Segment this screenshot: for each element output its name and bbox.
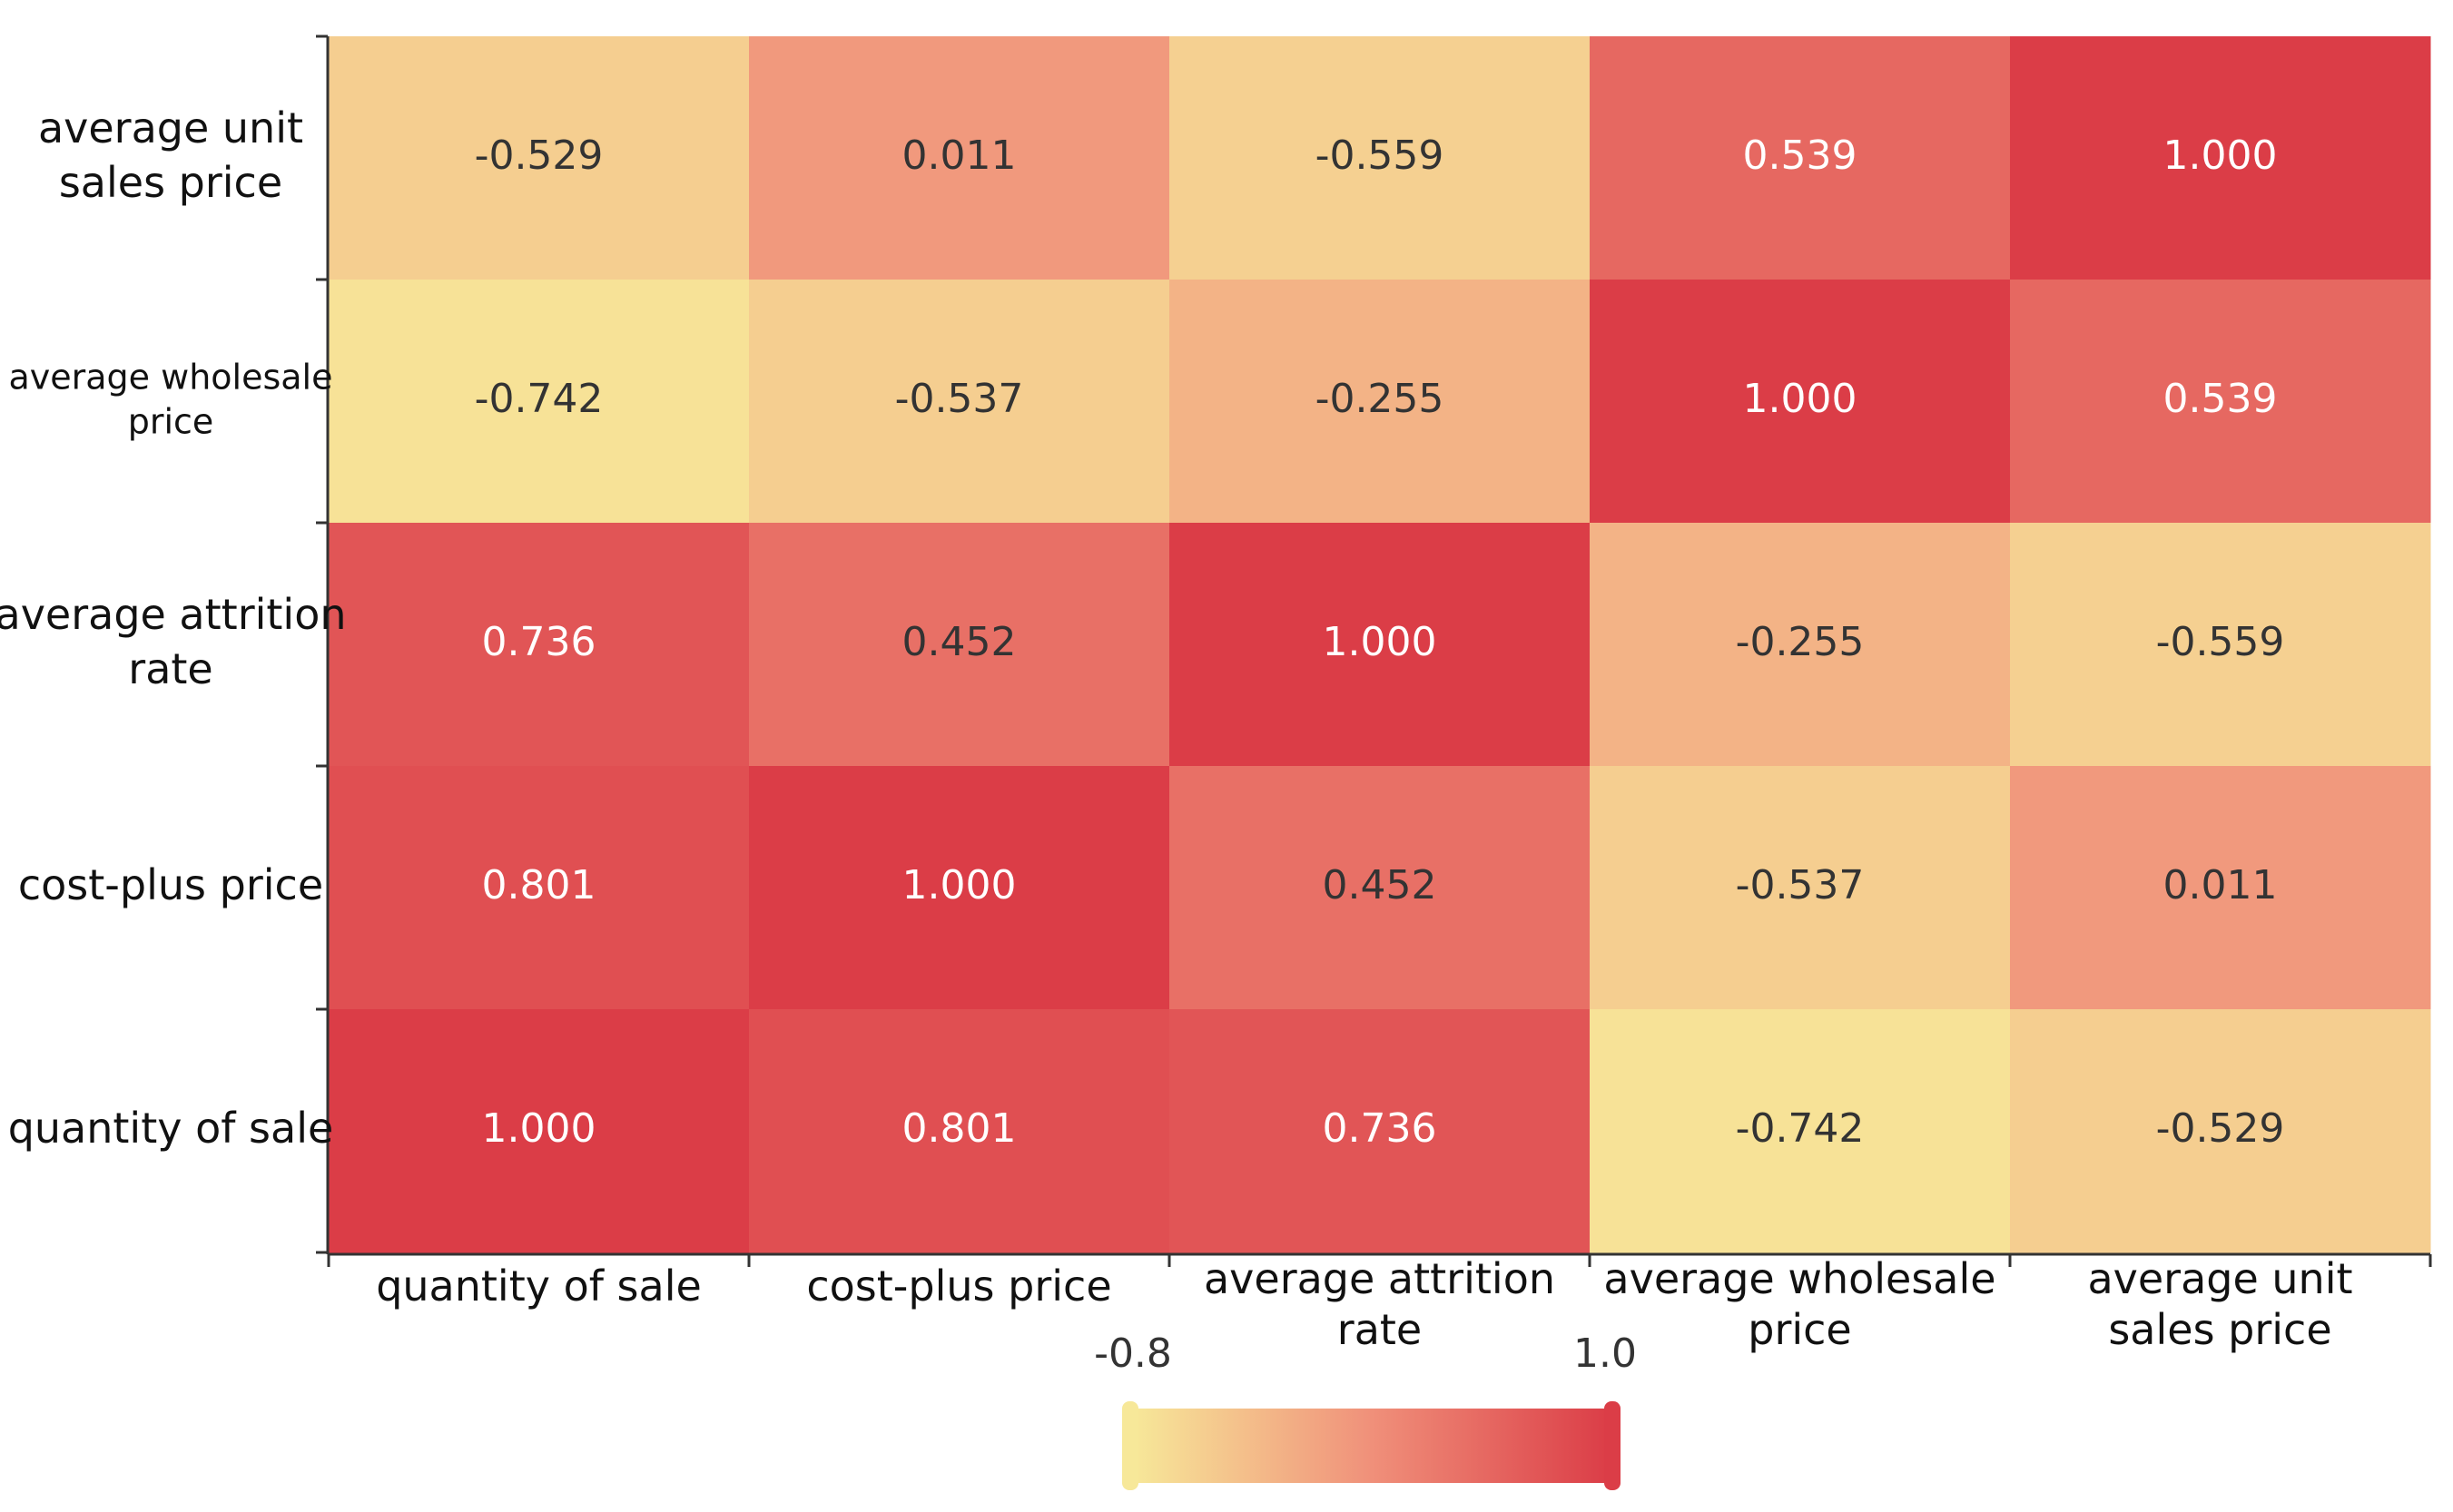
heatmap-cell [749,766,1170,1010]
heatmap-cell-value: -0.529 [2156,1105,2285,1152]
heatmap-cell [749,523,1170,767]
heatmap-cell [329,523,750,767]
heatmap-cell [1169,523,1591,767]
heatmap-cell-value: 0.736 [1323,1105,1437,1152]
heatmap-cell-value: 1.000 [902,862,1017,908]
heatmap-cell-value: 0.801 [902,1105,1017,1152]
heatmap-cell-value: 0.801 [482,862,596,908]
heatmap-cell-value: -0.529 [475,133,604,179]
heatmap-cell [1169,36,1591,280]
heatmap-cell-value: 0.539 [2163,376,2278,422]
colorbar-max-handle[interactable] [1604,1401,1621,1490]
heatmap-cell-value: -0.559 [2156,619,2285,665]
heatmap-cell [2010,766,2431,1010]
heatmap-cell [1169,280,1591,524]
colorbar-max-label: 1.0 [1573,1330,1637,1377]
heatmap-cell [1169,1009,1591,1253]
heatmap-cell-value: -0.255 [1315,376,1444,422]
heatmap-cell-value: -0.255 [1736,619,1865,665]
colorbar-min-label: -0.8 [1094,1330,1172,1377]
colorbar-legend: -0.8 1.0 [1094,1330,1637,1490]
heatmap-cell-labels: -0.529 0.011 -0.559 0.539 1.000 -0.742 -0.537 -… [475,133,2285,1152]
colorbar-gradient [1133,1409,1610,1483]
heatmap-cell-value: 0.011 [902,133,1017,179]
heatmap-cell [2010,523,2431,767]
heatmap-cell-value: 0.736 [482,619,596,665]
heatmap-cell-value: -0.742 [475,376,604,422]
heatmap-cell [1590,523,2011,767]
y-axis-label: average attrition rate [0,590,347,693]
heatmap-cell [329,1009,750,1253]
heatmap-cell [749,280,1170,524]
x-axis-label: average wholesale price [1603,1254,1995,1354]
heatmap-cell-value: -0.559 [1315,133,1444,179]
heatmap-cell-value: 1.000 [1323,619,1437,665]
heatmap-axes: average unit sales price average wholesale… [0,34,2432,1354]
heatmap-cell [1590,1009,2011,1253]
heatmap-cell-value: -0.537 [1736,862,1865,908]
x-axis-label: quantity of sale [376,1262,702,1311]
x-axis-label: cost-plus price [806,1262,1111,1311]
heatmap-cell [2010,280,2431,524]
x-axis-label: average attrition rate [1204,1254,1555,1354]
heatmap-cell [1590,766,2011,1010]
heatmap-cell-value: 1.000 [2163,133,2278,179]
y-axis-label: quantity of sale [8,1104,334,1153]
heatmap-cell-value: 1.000 [1743,376,1857,422]
heatmap-cell [749,36,1170,280]
heatmap-cell [329,280,750,524]
heatmap-cell [749,1009,1170,1253]
y-axis-label: average unit sales price [38,103,303,207]
heatmap-cell-value: 0.452 [902,619,1017,665]
heatmap-cell-value: 0.539 [1743,133,1857,179]
heatmap-cell [1590,36,2011,280]
heatmap-cell-value: 1.000 [482,1105,596,1152]
heatmap-cell-value: 0.011 [2163,862,2278,908]
heatmap-cell [329,36,750,280]
x-axis-label: average unit sales price [2087,1254,2352,1354]
y-axis-label: cost-plus price [18,860,323,909]
heatmap-cell-value: -0.742 [1736,1105,1865,1152]
heatmap-cell-value: 0.452 [1323,862,1437,908]
heatmap-cells [329,36,2431,1253]
heatmap-cell [2010,1009,2431,1253]
heatmap-cell [2010,36,2431,280]
y-axis-label: average wholesale price [8,357,332,441]
heatmap-cell [1590,280,2011,524]
heatmap-cell-value: -0.537 [895,376,1024,422]
heatmap-cell [1169,766,1591,1010]
colorbar-min-handle[interactable] [1122,1401,1138,1490]
heatmap-cell [329,766,750,1010]
